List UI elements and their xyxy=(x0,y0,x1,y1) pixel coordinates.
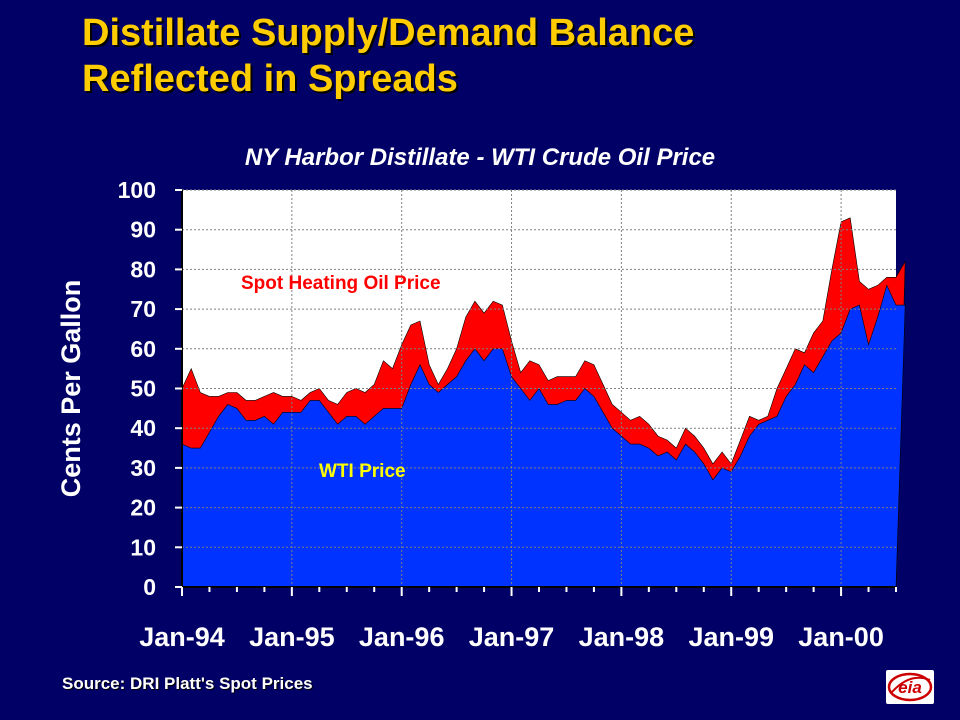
eia-logo: eia xyxy=(886,670,934,704)
slide-title-line2: Reflected in Spreads xyxy=(82,58,458,100)
slide-title: Distillate Supply/Demand Balance Reflect… xyxy=(82,10,942,102)
y-tick-label: 30 xyxy=(130,455,156,481)
eia-logo-text: eia xyxy=(898,678,922,697)
heating-oil-label: Spot Heating Oil Price xyxy=(241,273,441,294)
y-tick-label: 50 xyxy=(130,376,156,402)
y-tick-label: 80 xyxy=(130,256,156,282)
x-tick-label: Jan-99 xyxy=(688,622,774,652)
source-note: Source: DRI Platt's Spot Prices xyxy=(62,674,313,693)
y-tick-label: 20 xyxy=(130,495,156,521)
wti-label: WTI Price xyxy=(319,461,406,482)
x-tick-label: Jan-94 xyxy=(139,622,225,652)
y-axis-label: Cents Per Gallon xyxy=(56,280,86,498)
y-tick-label: 100 xyxy=(118,177,156,203)
y-tick-label: 10 xyxy=(130,534,156,560)
y-tick-label: 70 xyxy=(130,296,156,322)
y-tick-label: 0 xyxy=(143,574,156,600)
slide-title-line1: Distillate Supply/Demand Balance xyxy=(82,12,695,54)
x-tick-label: Jan-00 xyxy=(798,622,884,652)
wti-area xyxy=(181,284,906,588)
x-tick-label: Jan-95 xyxy=(249,622,335,652)
y-tick-label: 40 xyxy=(130,415,156,441)
x-tick-label: Jan-96 xyxy=(359,622,445,652)
x-tick-label: Jan-97 xyxy=(469,622,555,652)
chart-title: NY Harbor Distillate - WTI Crude Oil Pri… xyxy=(244,144,716,171)
x-tick-label: Jan-98 xyxy=(579,622,665,652)
y-tick-label: 60 xyxy=(130,336,156,362)
y-tick-label: 90 xyxy=(130,217,156,243)
